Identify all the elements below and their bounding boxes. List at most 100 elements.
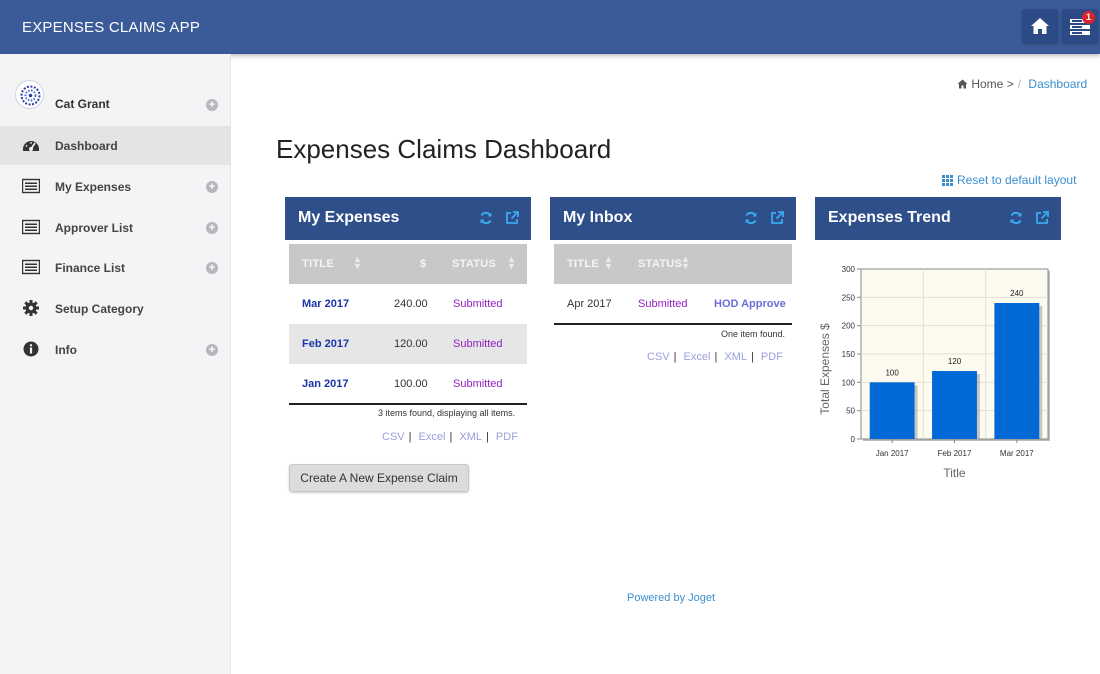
profile-name: Cat Grant xyxy=(55,97,110,111)
export-excel-link[interactable]: Excel xyxy=(683,351,711,363)
expand-icon[interactable]: + xyxy=(206,181,218,193)
export-csv-link[interactable]: CSV xyxy=(382,431,405,443)
sort-icon[interactable]: ▲ ▼ xyxy=(507,254,516,271)
sidebar-item-label: Finance List xyxy=(55,261,126,275)
breadcrumb-arrow: > xyxy=(1006,77,1014,91)
y-tick-label: 150 xyxy=(842,350,856,359)
external-link-icon[interactable] xyxy=(505,211,519,225)
export-xml-link[interactable]: XML xyxy=(459,431,482,443)
top-navbar: EXPENSES CLAIMS APP 1 xyxy=(0,0,1100,54)
data-label: 120 xyxy=(948,357,962,366)
expand-icon[interactable]: + xyxy=(206,222,218,234)
info-icon xyxy=(23,341,39,357)
my-inbox-table-header: TITLE ▲ ▼ STATUS ▲ ▼ xyxy=(554,244,792,284)
inbox-icon xyxy=(1070,19,1090,35)
my-expenses-panel-header: My Expenses xyxy=(285,197,531,240)
table-row: Feb 2017 120.00 Submitted xyxy=(289,324,527,364)
column-header-title[interactable]: TITLE xyxy=(567,258,600,270)
table-divider xyxy=(289,403,527,405)
export-links: CSV | Excel | XML | PDF xyxy=(647,351,783,363)
export-pdf-link[interactable]: PDF xyxy=(760,351,783,363)
inbox-button[interactable]: 1 xyxy=(1062,9,1098,43)
inbox-title: Apr 2017 xyxy=(567,298,612,310)
home-icon xyxy=(957,79,968,89)
sort-icon[interactable]: ▲ ▼ xyxy=(604,254,613,271)
reset-layout-label: Reset to default layout xyxy=(957,173,1077,187)
expand-icon[interactable]: + xyxy=(206,344,218,356)
expense-title-link[interactable]: Feb 2017 xyxy=(302,338,350,350)
expense-title-link[interactable]: Mar 2017 xyxy=(302,298,350,310)
expense-status: Submitted xyxy=(453,338,503,350)
refresh-icon[interactable] xyxy=(1009,211,1023,225)
my-inbox-panel-header: My Inbox xyxy=(550,197,796,240)
data-label: 100 xyxy=(885,368,899,377)
breadcrumb-divider: / xyxy=(1017,77,1022,91)
sidebar-item-approver-list[interactable]: Approver List + xyxy=(0,208,231,247)
home-icon xyxy=(1031,18,1049,34)
expand-icon[interactable]: + xyxy=(206,262,218,274)
x-axis-title: Title xyxy=(943,466,966,480)
my-expenses-table-header: TITLE ▲ ▼ $ STATUS ▲ ▼ xyxy=(289,244,527,284)
sort-icon[interactable]: ▲ ▼ xyxy=(681,254,690,271)
x-tick-label: Mar 2017 xyxy=(1000,449,1034,458)
page-title: Expenses Claims Dashboard xyxy=(276,134,612,164)
export-xml-link[interactable]: XML xyxy=(724,351,747,363)
table-summary: 3 items found, displaying all items. xyxy=(378,408,516,418)
y-axis-title: Total Expenses $ xyxy=(818,323,832,415)
expense-amount: 100.00 xyxy=(394,378,428,390)
create-expense-claim-button[interactable]: Create A New Expense Claim xyxy=(289,464,469,492)
sidebar-item-my-expenses[interactable]: My Expenses + xyxy=(0,167,231,206)
list-icon xyxy=(22,259,40,275)
sidebar-item-label: Info xyxy=(55,343,77,357)
column-header-title[interactable]: TITLE xyxy=(302,258,335,270)
list-icon xyxy=(22,178,40,194)
expense-title-link[interactable]: Jan 2017 xyxy=(302,378,349,390)
panel-title: My Inbox xyxy=(563,209,633,226)
export-links: CSV | Excel | XML | PDF xyxy=(382,431,518,443)
y-tick-label: 250 xyxy=(842,293,856,302)
home-button[interactable] xyxy=(1022,9,1058,43)
column-header-amount[interactable]: $ xyxy=(420,258,427,270)
export-excel-link[interactable]: Excel xyxy=(418,431,446,443)
y-tick-label: 100 xyxy=(842,378,856,387)
grid-icon xyxy=(942,174,953,186)
x-tick-label: Jan 2017 xyxy=(876,449,909,458)
external-link-icon[interactable] xyxy=(770,211,784,225)
y-tick-label: 300 xyxy=(842,265,856,274)
expand-profile-icon[interactable]: + xyxy=(206,99,218,111)
x-tick-label: Feb 2017 xyxy=(938,449,972,458)
bar-chart: 0 50 100 150 200 250 300 100 Jan 2017 120 Feb 2017… xyxy=(818,265,1050,480)
hod-approve-link[interactable]: HOD Approve xyxy=(714,298,786,310)
bar xyxy=(932,371,977,439)
sidebar: Cat Grant + Dashboard My Expenses + Appr… xyxy=(0,54,231,674)
sidebar-item-finance-list[interactable]: Finance List + xyxy=(0,248,231,287)
sidebar-item-setup-category[interactable]: Setup Category xyxy=(0,289,231,328)
powered-by-link[interactable]: Powered by Joget xyxy=(627,592,716,604)
column-header-status[interactable]: STATUS xyxy=(452,258,497,270)
expense-status: Submitted xyxy=(453,298,503,310)
column-header-status[interactable]: STATUS xyxy=(638,258,683,270)
reset-layout-link[interactable]: Reset to default layout xyxy=(942,173,1076,187)
refresh-icon[interactable] xyxy=(744,211,758,225)
bar xyxy=(869,382,915,439)
table-summary: One item found. xyxy=(721,329,786,339)
expense-status: Submitted xyxy=(453,378,503,390)
list-icon xyxy=(22,219,40,235)
panel-title: My Expenses xyxy=(298,209,400,226)
expense-amount: 240.00 xyxy=(394,298,428,310)
table-divider xyxy=(554,323,792,325)
sidebar-item-dashboard[interactable]: Dashboard xyxy=(0,126,231,165)
gear-icon xyxy=(23,300,39,316)
sidebar-item-info[interactable]: Info + xyxy=(0,330,231,369)
user-profile[interactable]: Cat Grant + xyxy=(0,68,231,126)
external-link-icon[interactable] xyxy=(1035,211,1049,225)
y-tick-label: 200 xyxy=(842,322,856,331)
refresh-icon[interactable] xyxy=(479,211,493,225)
app-title[interactable]: EXPENSES CLAIMS APP xyxy=(22,19,201,36)
sidebar-item-label: My Expenses xyxy=(55,180,132,194)
expenses-trend-panel-header: Expenses Trend xyxy=(815,197,1061,240)
sort-icon[interactable]: ▲ ▼ xyxy=(353,254,362,271)
export-csv-link[interactable]: CSV xyxy=(647,351,670,363)
export-pdf-link[interactable]: PDF xyxy=(495,431,518,443)
breadcrumb-home-link[interactable]: Home xyxy=(971,77,1004,91)
